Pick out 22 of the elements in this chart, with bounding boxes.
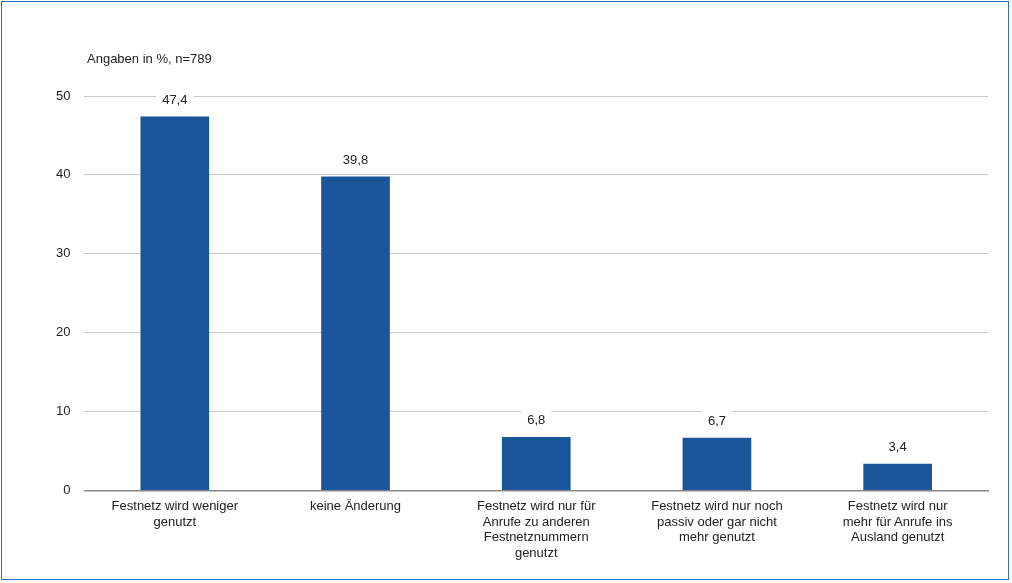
bar (863, 463, 932, 491)
y-tick-label: 20 (55, 324, 71, 340)
bar (140, 116, 210, 491)
y-tick-label: 30 (55, 245, 71, 261)
y-tick-label: 40 (55, 166, 71, 182)
y-tick-label: 10 (55, 403, 71, 419)
data-label: 47,4 (162, 91, 188, 107)
x-tick-label: Festnetz wird weniger genutzt (111, 497, 239, 529)
data-label: 3,4 (888, 438, 907, 454)
y-tick-label: 0 (63, 482, 71, 498)
x-tick-label: Festnetz wird nur noch passiv oder gar nicht mehr genutzt (651, 497, 783, 545)
x-tick-label: Festnetz wird nur für Anrufe zu anderen Festnetznummern genutzt (476, 497, 597, 560)
data-label: 6,8 (527, 412, 546, 428)
x-tick-label: keine Änderung (309, 497, 402, 513)
x-tick-label: Festnetz wird nur mehr für Anrufe ins Ausland genutzt (842, 497, 954, 545)
data-label: 39,8 (342, 151, 369, 167)
data-label: 6,7 (707, 412, 726, 428)
y-tick-label: 50 (55, 87, 71, 103)
y-axis-title: Angaben in %, n=789 (87, 50, 212, 66)
bar (321, 176, 390, 491)
bar (501, 436, 571, 491)
bar (682, 437, 752, 491)
